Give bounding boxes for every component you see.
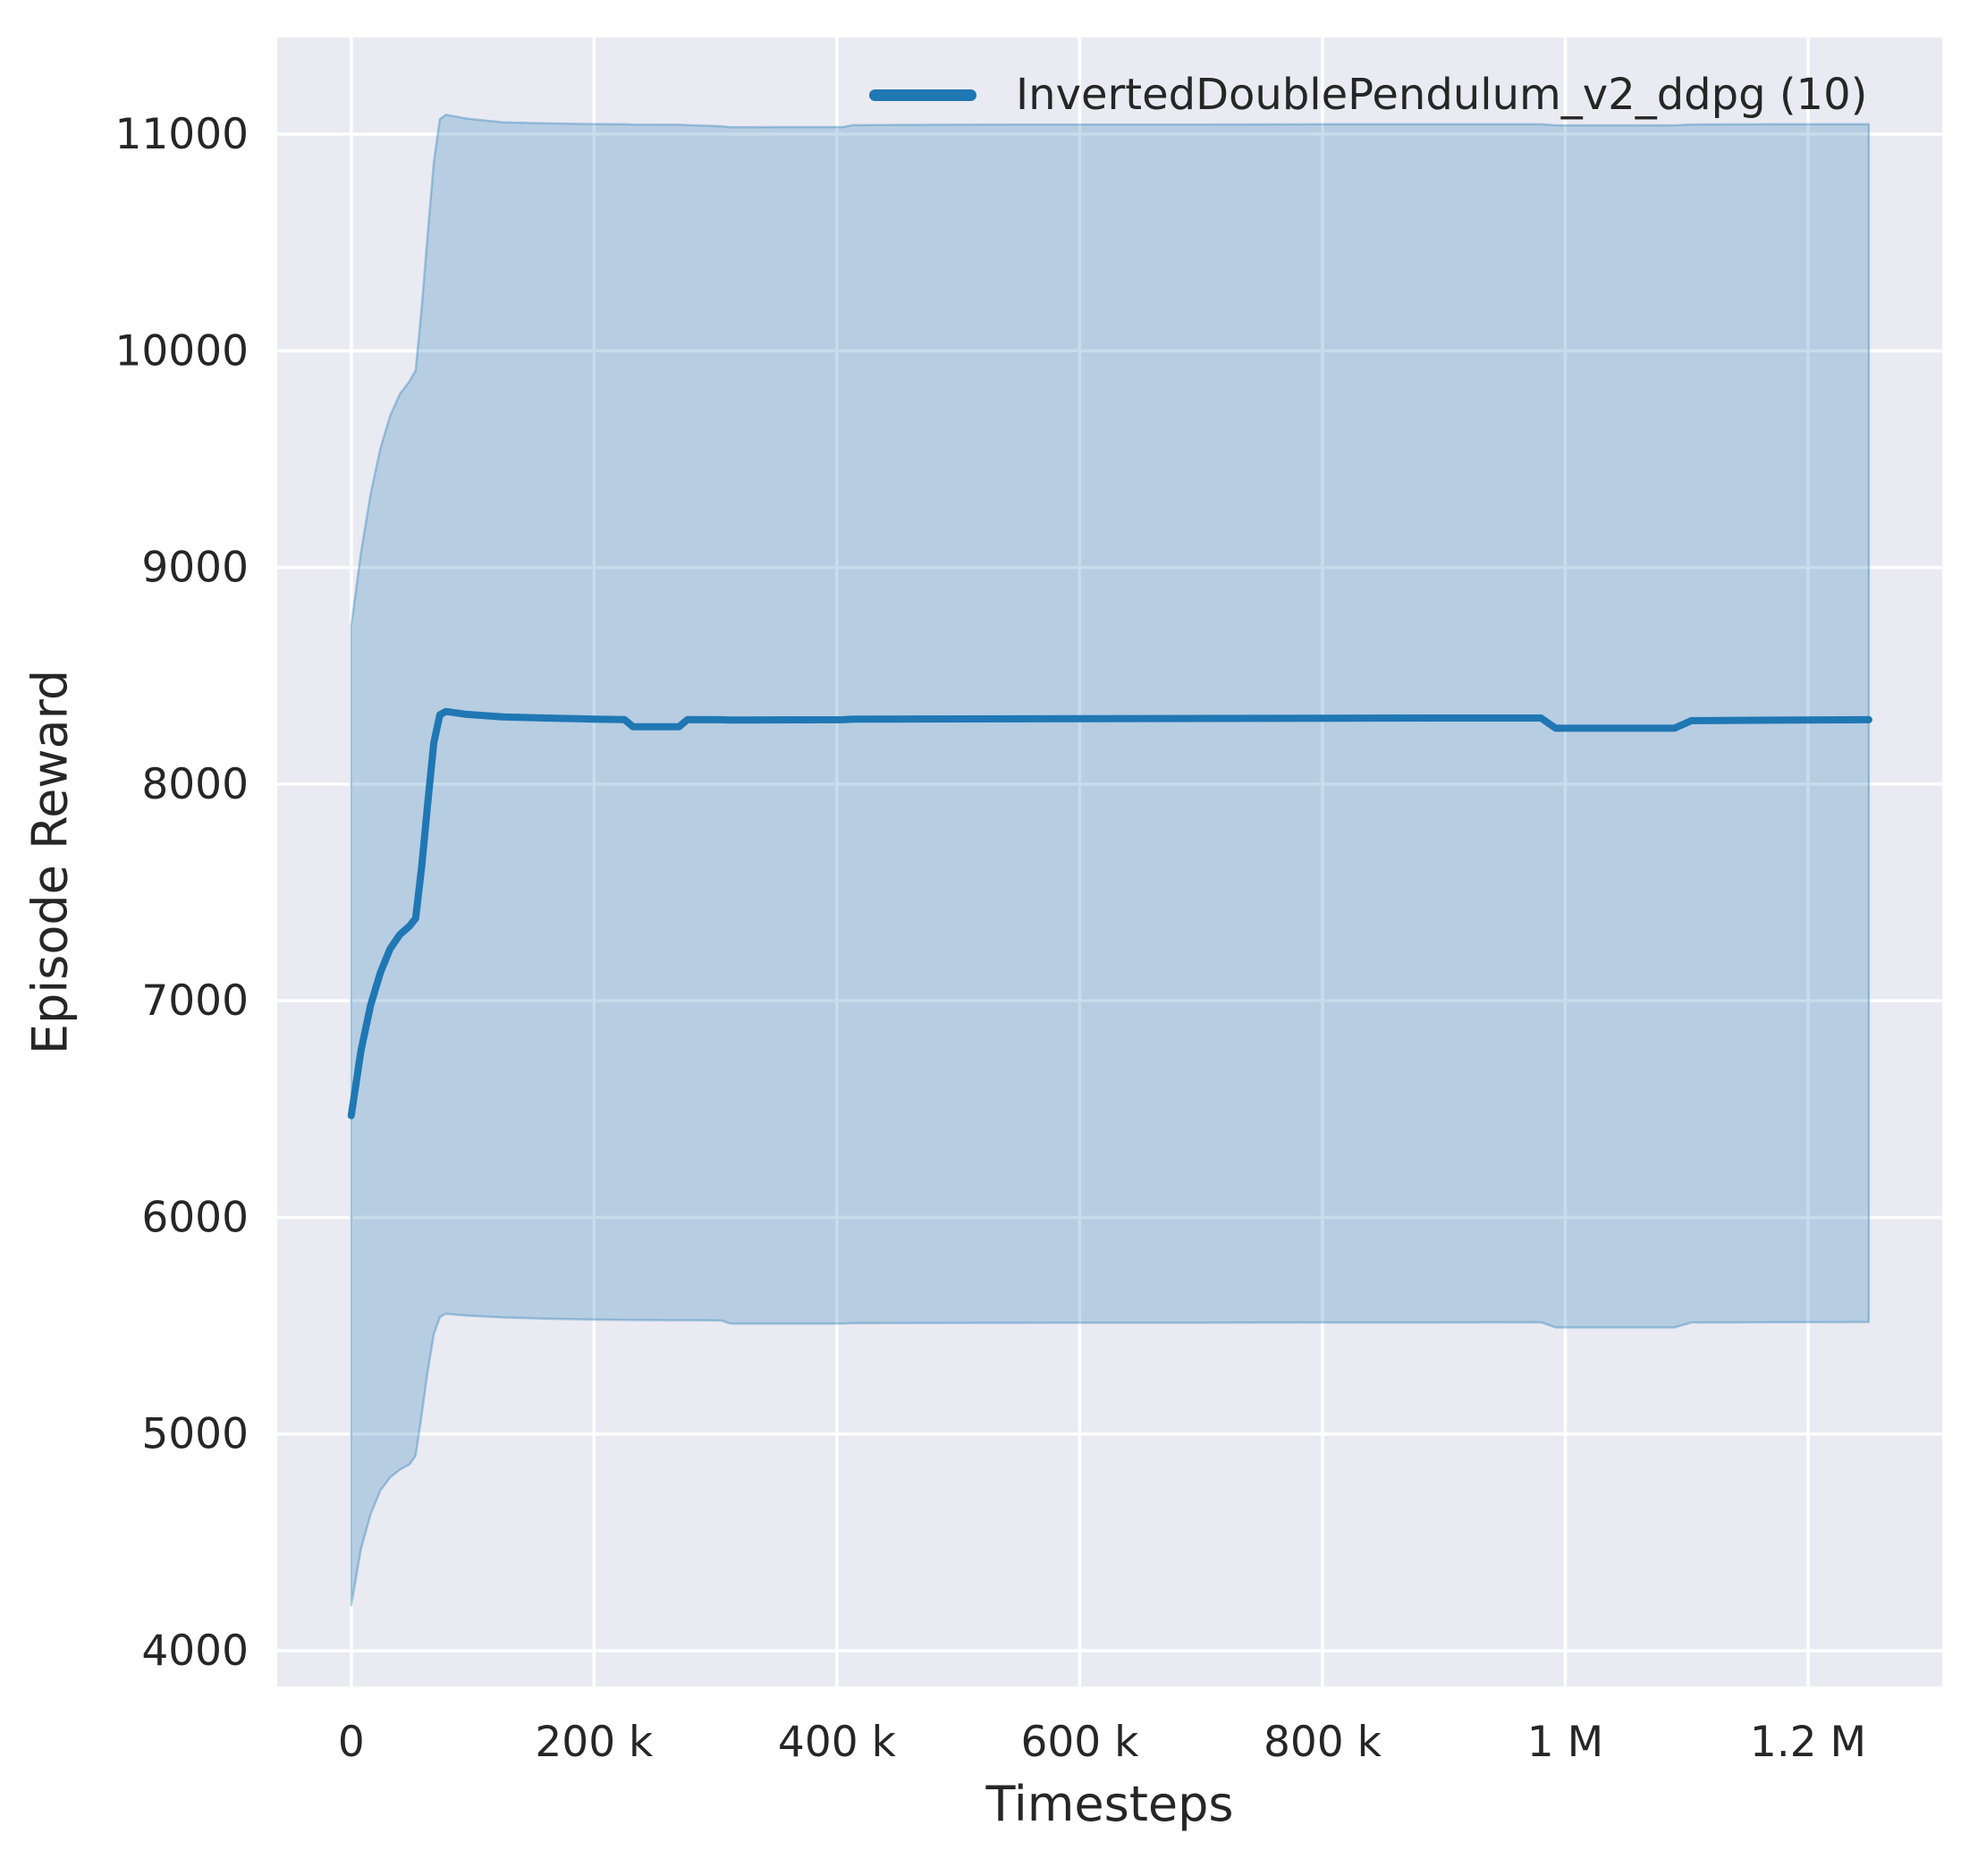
y-tick-label: 7000 — [141, 976, 249, 1026]
x-tick-label: 400 k — [778, 1718, 897, 1767]
x-tick-label: 800 k — [1264, 1718, 1382, 1767]
legend-label: InvertedDoublePendulum_v2_ddpg (10) — [1016, 70, 1868, 120]
legend-line-swatch — [869, 89, 976, 101]
y-tick-label: 8000 — [141, 760, 249, 809]
y-tick-label: 11000 — [114, 110, 249, 159]
y-tick-label: 4000 — [141, 1627, 249, 1676]
y-tick-label: 5000 — [141, 1410, 249, 1459]
x-tick-label: 600 k — [1020, 1718, 1139, 1767]
y-tick-label: 9000 — [141, 544, 249, 593]
mean-line — [347, 707, 1872, 1120]
y-tick-label: 10000 — [114, 326, 249, 376]
x-tick-label: 0 — [338, 1718, 365, 1767]
x-tick-label: 1.2 M — [1750, 1718, 1866, 1767]
legend: InvertedDoublePendulum_v2_ddpg (10) — [869, 66, 1867, 123]
y-axis-label: Episode Reward — [21, 669, 79, 1055]
x-axis-label: Timesteps — [985, 1776, 1234, 1832]
confidence-band — [350, 114, 1871, 1607]
x-tick-label: 200 k — [535, 1718, 654, 1767]
x-tick-label: 1 M — [1527, 1718, 1603, 1767]
y-tick-label: 6000 — [141, 1193, 249, 1242]
plot-area — [277, 38, 1942, 1686]
